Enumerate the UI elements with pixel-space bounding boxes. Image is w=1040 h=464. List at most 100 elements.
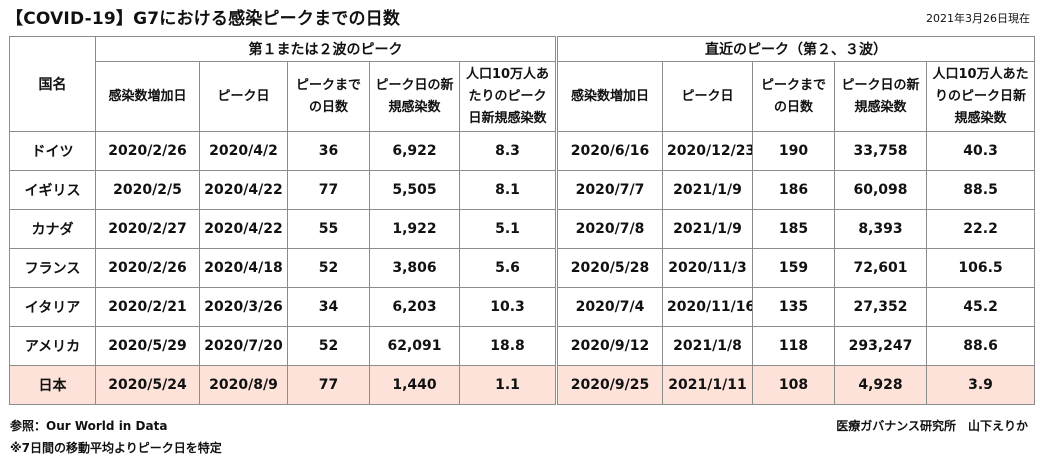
cell: 2020/4/22 xyxy=(199,170,288,210)
cell: 6,922 xyxy=(369,131,460,171)
cell: 77 xyxy=(287,365,370,405)
header-w2-days-to-peak: ピークまでの日数 xyxy=(752,61,836,132)
cell: 3,806 xyxy=(369,248,460,288)
cell: 293,247 xyxy=(834,326,928,366)
cell: 2020/5/24 xyxy=(95,365,200,405)
cell: 2020/8/9 xyxy=(199,365,288,405)
cell: 2020/7/4 xyxy=(555,287,664,327)
header-group-recent: 直近のピーク（第２、３波） xyxy=(555,36,1036,62)
cell: 1,922 xyxy=(369,209,460,249)
country-name: フランス xyxy=(9,248,96,288)
as-of-date: 2021年3月26日現在 xyxy=(926,12,1030,25)
cell: 2020/3/26 xyxy=(199,287,288,327)
table-row: カナダ 2020/2/27 2020/4/22 55 1,922 5.1 202… xyxy=(9,209,1036,249)
cell: 3.9 xyxy=(926,365,1036,405)
header-country: 国名 xyxy=(9,36,96,132)
cell: 6,203 xyxy=(369,287,460,327)
cell: 72,601 xyxy=(834,248,928,288)
cell: 135 xyxy=(752,287,836,327)
cell: 2020/2/26 xyxy=(95,248,200,288)
cell: 4,928 xyxy=(834,365,928,405)
table-row: ドイツ 2020/2/26 2020/4/2 36 6,922 8.3 2020… xyxy=(9,131,1036,171)
credit-line: 医療ガバナンス研究所 山下えりか xyxy=(836,419,1028,433)
cell: 190 xyxy=(752,131,836,171)
cell: 45.2 xyxy=(926,287,1036,327)
cell: 5.1 xyxy=(458,209,558,249)
cell: 40.3 xyxy=(926,131,1036,171)
header-w1-increase-date: 感染数増加日 xyxy=(95,61,200,132)
cell: 60,098 xyxy=(834,170,928,210)
cell: 77 xyxy=(287,170,370,210)
cell: 34 xyxy=(287,287,370,327)
header-w1-per100k: 人口10万人あたりのピーク日新規感染数 xyxy=(458,61,558,132)
cell: 2020/7/7 xyxy=(555,170,664,210)
cell: 8.1 xyxy=(458,170,558,210)
cell: 186 xyxy=(752,170,836,210)
cell: 27,352 xyxy=(834,287,928,327)
cell: 106.5 xyxy=(926,248,1036,288)
cell: 55 xyxy=(287,209,370,249)
source-note: 参照：Our World in Data xyxy=(10,419,168,433)
table-row: イギリス 2020/2/5 2020/4/22 77 5,505 8.1 202… xyxy=(9,170,1036,210)
cell: 88.6 xyxy=(926,326,1036,366)
cell: 2021/1/9 xyxy=(662,209,754,249)
cell: 10.3 xyxy=(458,287,558,327)
country-name: アメリカ xyxy=(9,326,96,366)
cell: 159 xyxy=(752,248,836,288)
cell: 2020/5/28 xyxy=(555,248,664,288)
header-w1-new-cases: ピーク日の新規感染数 xyxy=(369,61,460,132)
country-name: 日本 xyxy=(9,365,96,405)
cell: 2020/4/18 xyxy=(199,248,288,288)
method-note: ※7日間の移動平均よりピーク日を特定 xyxy=(10,441,222,455)
cell: 5,505 xyxy=(369,170,460,210)
cell: 2020/2/26 xyxy=(95,131,200,171)
cell: 2020/2/21 xyxy=(95,287,200,327)
header-w2-peak-date: ピーク日 xyxy=(662,61,754,132)
cell: 2021/1/9 xyxy=(662,170,754,210)
cell: 2020/12/23 xyxy=(662,131,754,171)
cell: 2020/9/25 xyxy=(555,365,664,405)
cell: 2020/11/3 xyxy=(662,248,754,288)
cell: 2020/4/22 xyxy=(199,209,288,249)
cell: 2020/11/16 xyxy=(662,287,754,327)
cell: 118 xyxy=(752,326,836,366)
cell: 33,758 xyxy=(834,131,928,171)
cell: 52 xyxy=(287,326,370,366)
cell: 2020/2/5 xyxy=(95,170,200,210)
cell: 2020/2/27 xyxy=(95,209,200,249)
cell: 2021/1/11 xyxy=(662,365,754,405)
country-name: ドイツ xyxy=(9,131,96,171)
cell: 1.1 xyxy=(458,365,558,405)
header-group-wave1: 第１または２波のピーク xyxy=(94,36,558,62)
country-name: イタリア xyxy=(9,287,96,327)
header-w2-new-cases: ピーク日の新規感染数 xyxy=(834,61,928,132)
header-w2-increase-date: 感染数増加日 xyxy=(555,61,664,132)
header-w2-per100k: 人口10万人あたりのピーク日新規感染数 xyxy=(926,61,1036,132)
table-row: アメリカ 2020/5/29 2020/7/20 52 62,091 18.8 … xyxy=(9,326,1036,366)
cell: 108 xyxy=(752,365,836,405)
cell: 5.6 xyxy=(458,248,558,288)
cell: 2020/5/29 xyxy=(95,326,200,366)
cell: 185 xyxy=(752,209,836,249)
cell: 2020/6/16 xyxy=(555,131,664,171)
country-name: イギリス xyxy=(9,170,96,210)
cell: 18.8 xyxy=(458,326,558,366)
cell: 2020/7/20 xyxy=(199,326,288,366)
table-row: イタリア 2020/2/21 2020/3/26 34 6,203 10.3 2… xyxy=(9,287,1036,327)
peak-days-table: 国名 第１または２波のピーク 直近のピーク（第２、３波） 感染数増加日 ピーク日… xyxy=(9,36,1036,405)
cell: 62,091 xyxy=(369,326,460,366)
country-name: カナダ xyxy=(9,209,96,249)
cell: 2020/4/2 xyxy=(199,131,288,171)
cell: 2021/1/8 xyxy=(662,326,754,366)
table-row-japan: 日本 2020/5/24 2020/8/9 77 1,440 1.1 2020/… xyxy=(9,365,1036,405)
header-w1-peak-date: ピーク日 xyxy=(199,61,288,132)
cell: 52 xyxy=(287,248,370,288)
cell: 8.3 xyxy=(458,131,558,171)
cell: 1,440 xyxy=(369,365,460,405)
cell: 8,393 xyxy=(834,209,928,249)
table-row: フランス 2020/2/26 2020/4/18 52 3,806 5.6 20… xyxy=(9,248,1036,288)
cell: 36 xyxy=(287,131,370,171)
cell: 22.2 xyxy=(926,209,1036,249)
page-title: 【COVID-19】G7における感染ピークまでの日数 xyxy=(6,9,401,29)
header-w1-days-to-peak: ピークまでの日数 xyxy=(287,61,370,132)
